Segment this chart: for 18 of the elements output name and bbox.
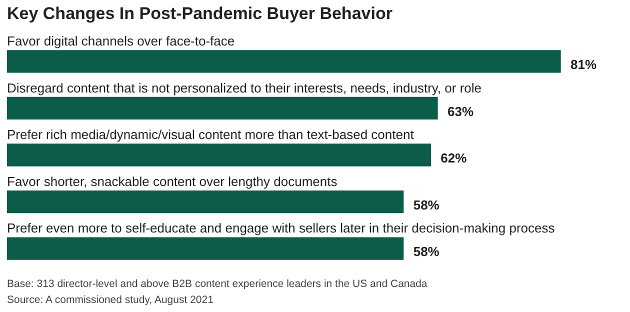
y-tick-label: Prefer rich media/dynamic/visual content more than text-based content xyxy=(7,127,414,142)
y-tick-label: Prefer even more to self-educate and engage with sellers later in their decision-making process xyxy=(7,220,556,236)
bar xyxy=(7,190,404,214)
chart-title: Key Changes In Post-Pandemic Buyer Behavior xyxy=(7,4,392,24)
data-label: 81% xyxy=(570,56,597,72)
bar xyxy=(7,144,431,166)
data-label: 62% xyxy=(440,150,468,166)
y-tick-label: Favor digital channels over face-to-face xyxy=(7,33,235,48)
text: Base: 313 director-level and above B2B content experience leaders in the US and Canada xyxy=(7,277,428,292)
data-label: 58% xyxy=(413,197,440,212)
data-label: 63% xyxy=(448,104,474,119)
bar xyxy=(7,237,404,260)
y-tick-label: Favor shorter, snackable content over lengthy documents xyxy=(7,174,338,189)
y-tick-label: Disregard content that is not personalized to their interests, needs, industry, or role xyxy=(7,80,482,96)
bar xyxy=(7,50,561,73)
source-note: Source: A commissioned study, August 2021 xyxy=(7,293,214,308)
bar xyxy=(7,96,438,120)
data-label: 58% xyxy=(413,244,440,260)
